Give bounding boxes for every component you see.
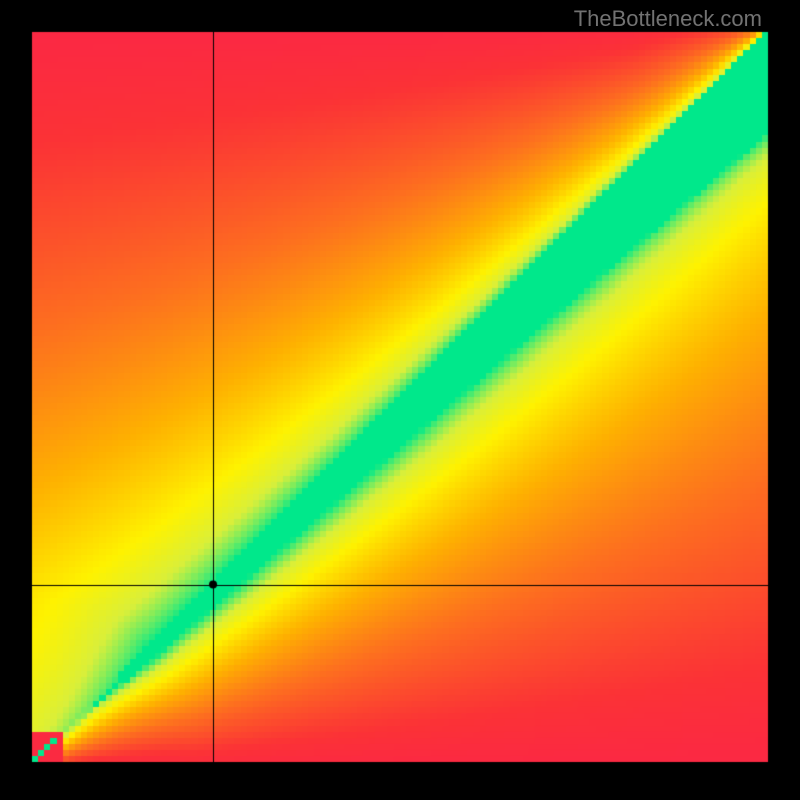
source-watermark: TheBottleneck.com: [574, 6, 762, 32]
bottleneck-heatmap: [0, 0, 800, 800]
chart-container: TheBottleneck.com: [0, 0, 800, 800]
